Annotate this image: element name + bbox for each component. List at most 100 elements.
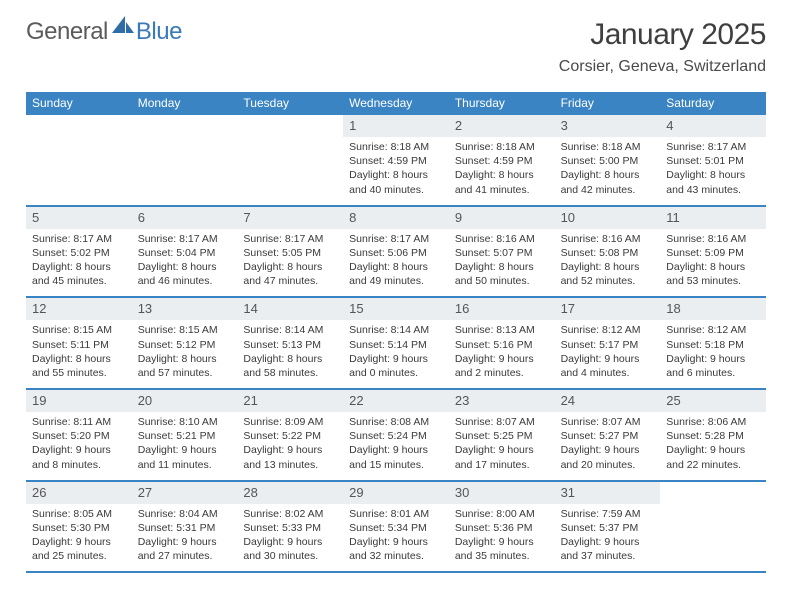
- sunset-line: Sunset: 5:00 PM: [561, 154, 655, 168]
- weeks-container: 1Sunrise: 8:18 AMSunset: 4:59 PMDaylight…: [26, 115, 766, 573]
- day-number-bar: 10: [555, 207, 661, 229]
- daylight-line-1: Daylight: 9 hours: [349, 535, 443, 549]
- sunset-line: Sunset: 5:22 PM: [243, 429, 337, 443]
- day-number-bar: 27: [132, 482, 238, 504]
- sunset-line: Sunset: 5:34 PM: [349, 521, 443, 535]
- day-number-bar: 30: [449, 482, 555, 504]
- day-number: 27: [138, 485, 152, 500]
- location-text: Corsier, Geneva, Switzerland: [559, 58, 766, 76]
- day-number: 5: [32, 210, 39, 225]
- calendar-week-row: 19 Sunrise: 8:11 AMSunset: 5:20 PM Dayligh…: [26, 390, 766, 482]
- daylight-line-1: Daylight: 8 hours: [455, 168, 549, 182]
- daylight-line-1: Daylight: 8 hours: [138, 260, 232, 274]
- day-number: 22: [349, 393, 363, 408]
- daylight-line-1: Daylight: 9 hours: [455, 352, 549, 366]
- sunrise-line: Sunrise: 8:16 AM: [561, 232, 655, 246]
- sunset-line: Sunset: 5:18 PM: [666, 338, 760, 352]
- day-number-bar: 3: [555, 115, 661, 137]
- daylight-line-2: and 13 minutes.: [243, 458, 337, 472]
- daylight-line-1: Daylight: 9 hours: [666, 443, 760, 457]
- sunrise-line: Sunrise: 8:12 AM: [666, 323, 760, 337]
- sunset-line: Sunset: 5:01 PM: [666, 154, 760, 168]
- sunset-line: Sunset: 5:05 PM: [243, 246, 337, 260]
- weekday-header: Tuesday: [237, 92, 343, 115]
- sunset-line: Sunset: 5:27 PM: [561, 429, 655, 443]
- daylight-line-2: and 42 minutes.: [561, 183, 655, 197]
- day-number: 20: [138, 393, 152, 408]
- daylight-line-1: Daylight: 9 hours: [455, 535, 549, 549]
- day-number-bar: 2: [449, 115, 555, 137]
- day-number: 9: [455, 210, 462, 225]
- calendar-day-cell: 15Sunrise: 8:14 AMSunset: 5:14 PMDayligh…: [343, 298, 449, 388]
- day-number-bar: 19: [26, 390, 132, 412]
- day-number-bar: 20: [132, 390, 238, 412]
- daylight-line-1: Daylight: 9 hours: [349, 352, 443, 366]
- sunset-line: Sunset: 5:02 PM: [32, 246, 126, 260]
- sunrise-line: Sunrise: 8:16 AM: [455, 232, 549, 246]
- calendar-day-cell: 25Sunrise: 8:06 AMSunset: 5:28 PMDayligh…: [660, 390, 766, 480]
- daylight-line-1: Daylight: 9 hours: [138, 443, 232, 457]
- day-number-bar: 29: [343, 482, 449, 504]
- calendar-day-cell: 2Sunrise: 8:18 AMSunset: 4:59 PMDaylight…: [449, 115, 555, 205]
- sunrise-line: Sunrise: 8:11 AM: [32, 415, 126, 429]
- weekday-header: Wednesday: [343, 92, 449, 115]
- sunrise-line: Sunrise: 8:02 AM: [243, 507, 337, 521]
- daylight-line-1: Daylight: 8 hours: [32, 352, 126, 366]
- sunset-line: Sunset: 5:11 PM: [32, 338, 126, 352]
- day-number-bar: 5: [26, 207, 132, 229]
- daylight-line-1: Daylight: 9 hours: [561, 352, 655, 366]
- sunrise-line: Sunrise: 7:59 AM: [561, 507, 655, 521]
- sunrise-line: Sunrise: 8:13 AM: [455, 323, 549, 337]
- day-number: 10: [561, 210, 575, 225]
- daylight-line-1: Daylight: 8 hours: [561, 168, 655, 182]
- daylight-line-1: Daylight: 8 hours: [561, 260, 655, 274]
- sunset-line: Sunset: 5:14 PM: [349, 338, 443, 352]
- daylight-line-2: and 47 minutes.: [243, 274, 337, 288]
- sunset-line: Sunset: 5:20 PM: [32, 429, 126, 443]
- day-number-bar: 13: [132, 298, 238, 320]
- daylight-line-1: Daylight: 9 hours: [666, 352, 760, 366]
- daylight-line-1: Daylight: 9 hours: [243, 535, 337, 549]
- day-number-bar: 4: [660, 115, 766, 137]
- daylight-line-2: and 4 minutes.: [561, 366, 655, 380]
- day-number-bar: 11: [660, 207, 766, 229]
- daylight-line-2: and 32 minutes.: [349, 549, 443, 563]
- calendar-day-cell: 13Sunrise: 8:15 AMSunset: 5:12 PMDayligh…: [132, 298, 238, 388]
- day-number-bar: 18: [660, 298, 766, 320]
- daylight-line-1: Daylight: 9 hours: [349, 443, 443, 457]
- day-number-bar: 22: [343, 390, 449, 412]
- daylight-line-1: Daylight: 9 hours: [561, 443, 655, 457]
- daylight-line-2: and 49 minutes.: [349, 274, 443, 288]
- daylight-line-2: and 8 minutes.: [32, 458, 126, 472]
- daylight-line-2: and 11 minutes.: [138, 458, 232, 472]
- sunset-line: Sunset: 5:16 PM: [455, 338, 549, 352]
- sunset-line: Sunset: 5:30 PM: [32, 521, 126, 535]
- day-number: 13: [138, 301, 152, 316]
- day-number: 19: [32, 393, 46, 408]
- daylight-line-2: and 40 minutes.: [349, 183, 443, 197]
- calendar-day-cell: 18 Sunrise: 8:12 AMSunset: 5:18 PMDayligh…: [660, 298, 766, 388]
- daylight-line-2: and 0 minutes.: [349, 366, 443, 380]
- sunset-line: Sunset: 5:13 PM: [243, 338, 337, 352]
- calendar-week-row: 12Sunrise: 8:15 AMSunset: 5:11 PMDayligh…: [26, 298, 766, 390]
- day-number-bar: 21: [237, 390, 343, 412]
- sunrise-line: Sunrise: 8:18 AM: [349, 140, 443, 154]
- weekday-header: Sunday: [26, 92, 132, 115]
- sunset-line: Sunset: 5:21 PM: [138, 429, 232, 443]
- day-number-bar: 9: [449, 207, 555, 229]
- day-number: 4: [666, 118, 673, 133]
- weekday-header: Monday: [132, 92, 238, 115]
- daylight-line-1: Daylight: 9 hours: [32, 535, 126, 549]
- day-number: 1: [349, 118, 356, 133]
- weekday-header: Thursday: [449, 92, 555, 115]
- sunrise-line: Sunrise: 8:09 AM: [243, 415, 337, 429]
- sunset-line: Sunset: 5:24 PM: [349, 429, 443, 443]
- daylight-line-1: Daylight: 8 hours: [666, 260, 760, 274]
- day-number-bar: 23: [449, 390, 555, 412]
- header: General Blue January 2025 Corsier, Genev…: [0, 0, 792, 82]
- daylight-line-2: and 50 minutes.: [455, 274, 549, 288]
- sunset-line: Sunset: 5:33 PM: [243, 521, 337, 535]
- calendar-day-cell: 16Sunrise: 8:13 AMSunset: 5:16 PMDayligh…: [449, 298, 555, 388]
- calendar-day-cell: [660, 482, 766, 572]
- sunrise-line: Sunrise: 8:15 AM: [32, 323, 126, 337]
